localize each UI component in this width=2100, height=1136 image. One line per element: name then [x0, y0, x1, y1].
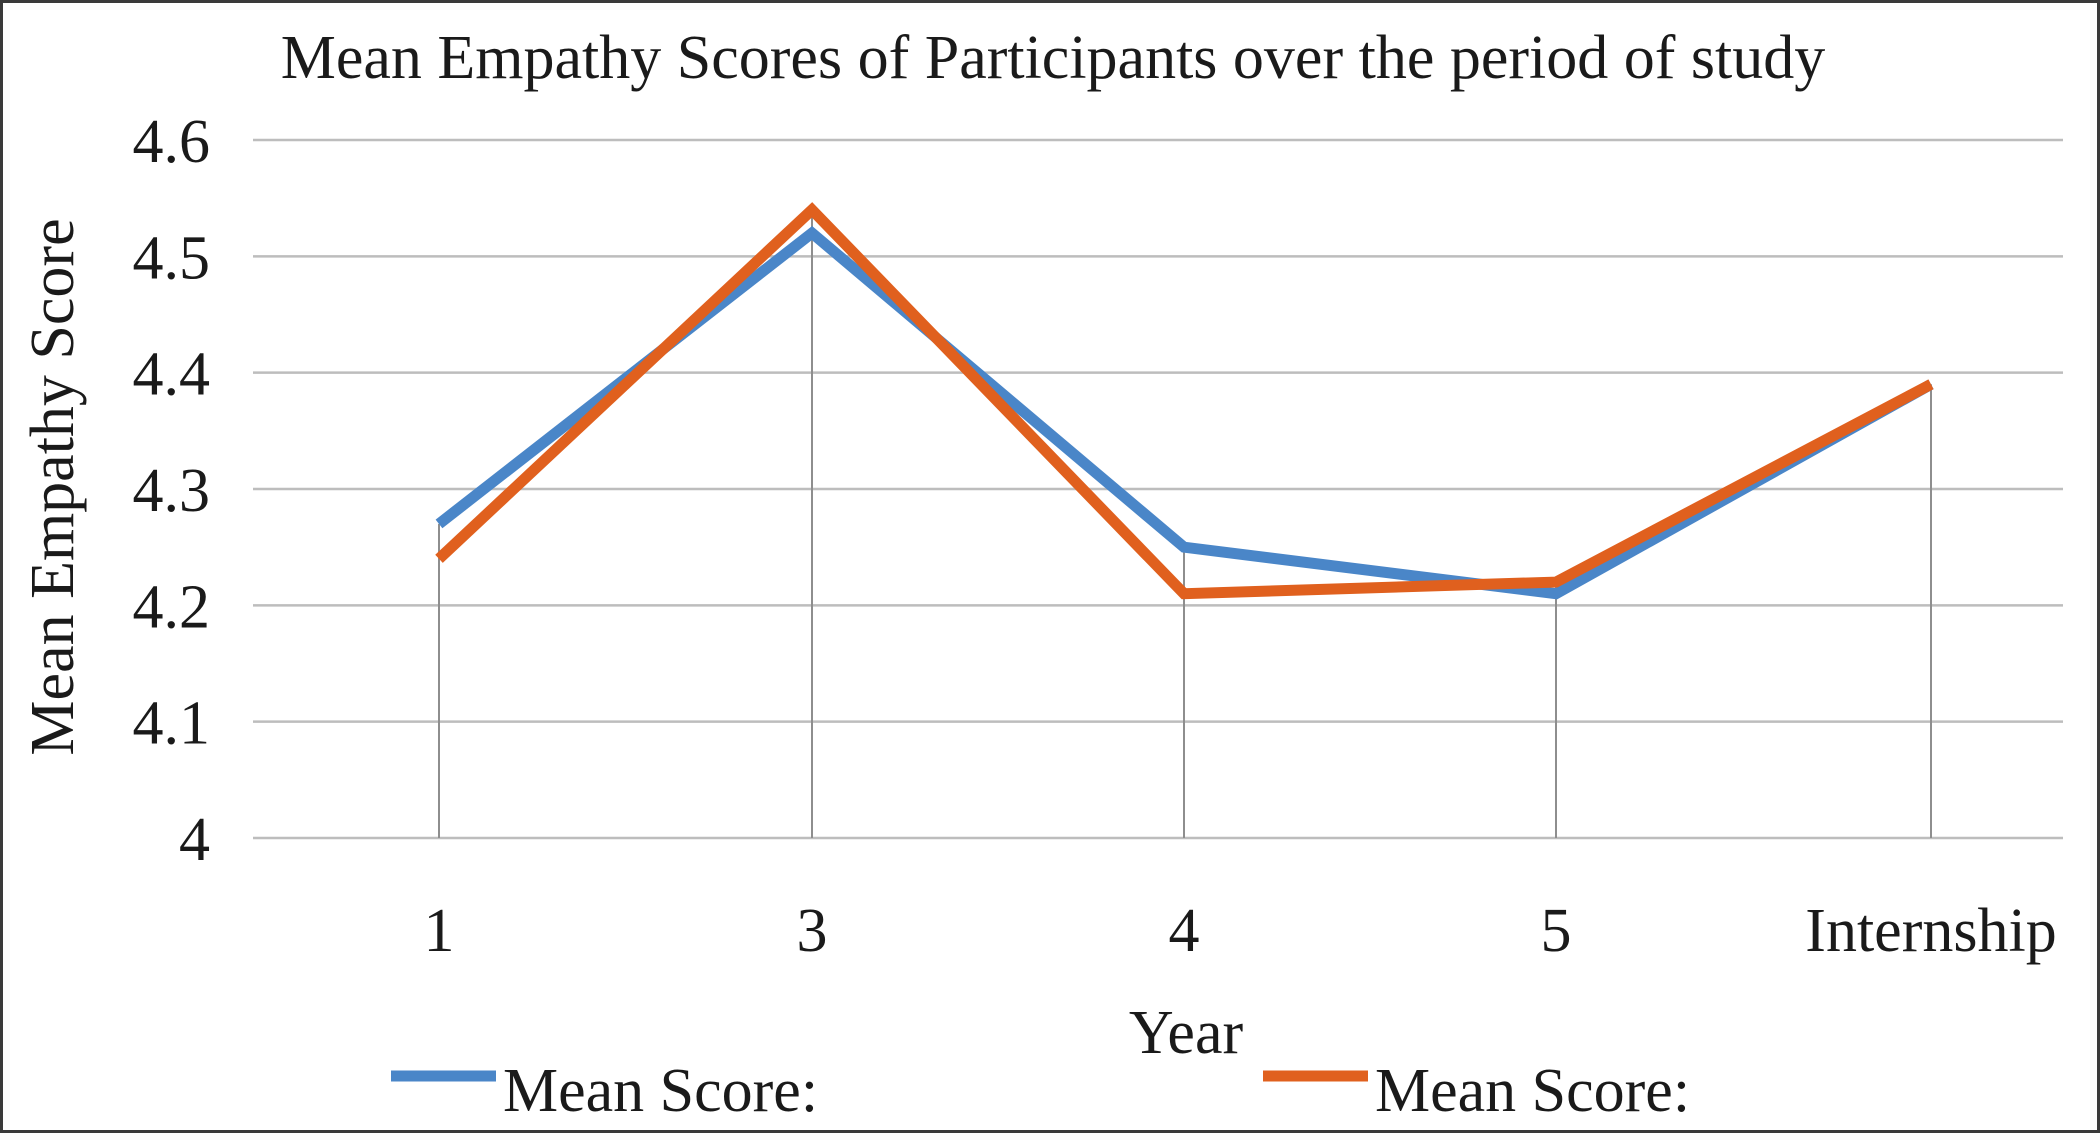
x-tick-label: 3	[797, 897, 828, 965]
x-tick-label: 1	[424, 897, 455, 965]
y-tick-label: 4.4	[133, 341, 211, 409]
x-axis-label: Year	[1129, 999, 1244, 1067]
y-tick-label: 4	[179, 806, 210, 874]
legend-label-2: Mean Score:	[1375, 1057, 1690, 1125]
series-line-1	[435, 225, 1934, 600]
y-axis-label: Mean Empathy Score	[19, 218, 87, 755]
y-tick-label: 4.1	[133, 690, 211, 758]
grid-layer	[253, 138, 2063, 840]
x-tick-label: 4	[1169, 897, 1200, 965]
y-ticks-layer: 4 4.1 4.2 4.3 4.4 4.5 4.6	[133, 108, 211, 874]
line-chart: Mean Empathy Scores of Participants over…	[19, 24, 2063, 1125]
drop-lines-layer	[438, 209, 1932, 838]
series-line-2	[435, 202, 1934, 600]
x-ticks-layer: 1 3 4 5 Internship	[424, 897, 2057, 965]
y-tick-label: 4.2	[133, 573, 211, 641]
x-tick-label: Internship	[1805, 897, 2056, 965]
series-layer	[435, 202, 1934, 600]
chart-title: Mean Empathy Scores of Participants over…	[281, 24, 1825, 92]
y-tick-label: 4.3	[133, 457, 211, 525]
legend: Mean Score: Mean Score:	[391, 1057, 1690, 1125]
y-tick-label: 4.6	[133, 108, 211, 176]
legend-label-1: Mean Score:	[503, 1057, 818, 1125]
x-tick-label: 5	[1541, 897, 1572, 965]
y-tick-label: 4.5	[133, 224, 211, 292]
